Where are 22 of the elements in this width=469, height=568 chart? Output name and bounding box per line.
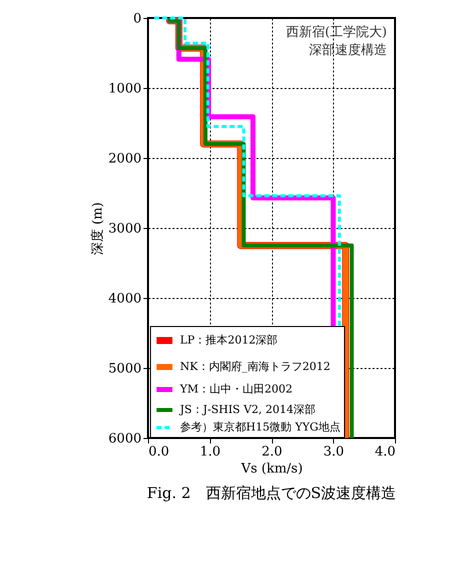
y-tick-label: 2000 — [108, 152, 142, 166]
legend-label: JS：J-SHIS V2, 2014深部 — [179, 403, 316, 416]
y-tick-label: 0 — [133, 12, 142, 26]
y-tick-label: 3000 — [108, 222, 142, 236]
x-tick-label: 2.0 — [262, 444, 282, 460]
legend-label: NK：内閣府_南海トラフ2012 — [180, 360, 330, 373]
y-tick-label: 4000 — [108, 292, 142, 306]
legend-label: 参考）東京都H15微動 YYG地点 — [180, 420, 340, 434]
annotation: 西新宿(工学院大) — [286, 24, 387, 40]
legend-label: LP：推本2012深部 — [180, 334, 278, 346]
y-tick-label: 1000 — [108, 82, 142, 96]
x-tick-label: 1.0 — [200, 444, 221, 460]
legend-label: YM：山中・山田2002 — [179, 382, 293, 396]
x-tick-label: 3.0 — [323, 444, 344, 460]
annotation: 深部速度構造 — [309, 42, 387, 58]
x-axis-title: Vs (km/s) — [240, 462, 303, 476]
caption: Fig. 2 西新宿地点でのS波速度構造 — [146, 484, 396, 502]
y-tick-label: 5000 — [108, 362, 142, 376]
y-axis-title: 深度 (m) — [89, 202, 106, 255]
x-tick-label: 0.0 — [148, 444, 170, 460]
x-tick-label: 4.0 — [374, 444, 396, 460]
y-tick-label: 6000 — [108, 432, 142, 446]
